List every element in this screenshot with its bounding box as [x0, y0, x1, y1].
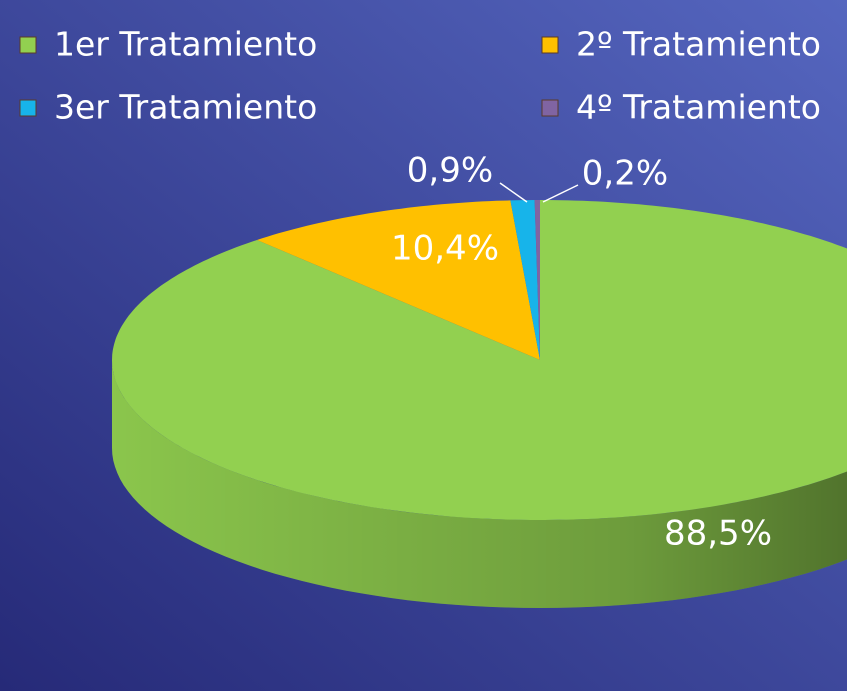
legend-swatch — [19, 36, 37, 54]
data-label: 0,9% — [407, 151, 493, 191]
slice — [257, 200, 540, 360]
legend-swatch — [19, 99, 37, 117]
legend-label: 3er Tratamiento — [54, 88, 317, 127]
slice — [534, 200, 540, 360]
leader-line — [542, 184, 579, 203]
pie-top — [112, 200, 847, 520]
slice — [510, 200, 540, 360]
data-label: 88,5% — [664, 514, 772, 554]
data-label: 0,2% — [582, 154, 668, 194]
slice — [112, 200, 847, 520]
slice-side-shade — [112, 360, 847, 608]
pie-sides — [112, 360, 847, 608]
legend-swatch — [541, 99, 559, 117]
legend-label: 2º Tratamiento — [576, 25, 821, 64]
data-label: 10,4% — [391, 229, 499, 269]
legend-label: 4º Tratamiento — [576, 88, 821, 127]
leader-line — [499, 182, 528, 203]
legend-label: 1er Tratamiento — [54, 25, 317, 64]
legend-swatch — [541, 36, 559, 54]
labels: 88,5% 10,4% 0,9% 0,2% — [391, 151, 772, 554]
